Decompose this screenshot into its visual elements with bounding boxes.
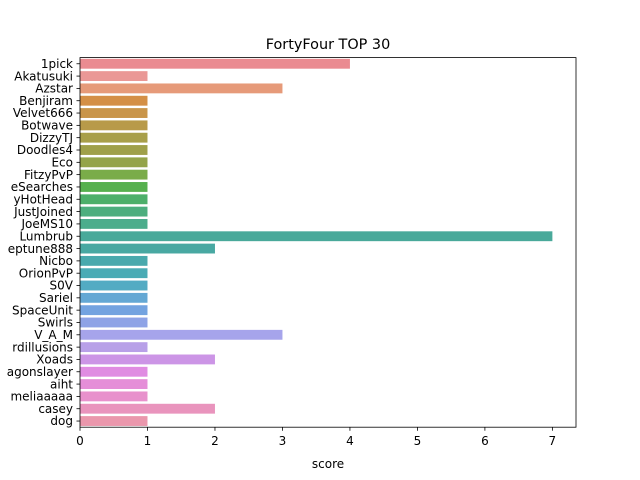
bar	[80, 132, 148, 143]
bar	[80, 218, 148, 229]
x-tick-label: 1	[144, 434, 152, 448]
bar	[80, 379, 148, 390]
x-axis-label: score	[312, 457, 344, 471]
bar	[80, 268, 148, 279]
bar	[80, 366, 148, 377]
y-tick-label: S0V	[50, 279, 74, 293]
y-tick-label: eptune888	[8, 242, 73, 256]
y-tick-label: eSearches	[11, 180, 73, 194]
bar	[80, 243, 215, 254]
y-tick-labels: 1pickAkatusukiAzstarBenjiramVelvet666Bot…	[7, 57, 80, 428]
y-tick-label: Velvet666	[13, 106, 73, 120]
bar	[80, 95, 148, 106]
y-tick-label: rdillusions	[12, 340, 73, 354]
y-tick-label: V_A_M	[34, 328, 73, 342]
x-tick-label: 6	[481, 434, 489, 448]
y-tick-label: Akatusuki	[14, 69, 73, 83]
y-tick-label: OrionPvP	[19, 266, 73, 280]
bar	[80, 157, 148, 168]
bars-group	[80, 58, 553, 426]
bar	[80, 231, 553, 242]
x-tick-label: 7	[549, 434, 557, 448]
y-tick-label: yHotHead	[13, 192, 73, 206]
y-tick-label: Nicbo	[39, 254, 73, 268]
bar	[80, 194, 148, 205]
y-tick-label: SpaceUnit	[12, 303, 73, 317]
y-tick-label: Lumbrub	[19, 229, 73, 243]
y-tick-label: DizzyTJ	[30, 131, 73, 145]
y-tick-label: JoeMS10	[20, 217, 73, 231]
bar	[80, 292, 148, 303]
y-tick-label: dog	[50, 414, 73, 428]
x-tick-label: 3	[279, 434, 287, 448]
x-tick-label: 2	[211, 434, 219, 448]
y-tick-label: JustJoined	[13, 205, 73, 219]
x-tick-label: 0	[76, 434, 84, 448]
bar	[80, 182, 148, 192]
bar	[80, 329, 283, 340]
y-tick-label: 1pick	[41, 57, 73, 71]
bar	[80, 342, 148, 353]
bar	[80, 145, 148, 155]
y-tick-label: Xoads	[36, 353, 73, 367]
bar	[80, 120, 148, 131]
bar	[80, 354, 215, 365]
bar	[80, 317, 148, 328]
y-tick-label: casey	[38, 402, 73, 416]
y-tick-label: Botwave	[21, 119, 73, 133]
y-tick-label: Doodles4	[17, 143, 73, 157]
bar	[80, 206, 148, 217]
y-tick-label: meliaaaaa	[10, 390, 73, 404]
bar	[80, 108, 148, 118]
bar	[80, 169, 148, 180]
y-tick-label: Eco	[51, 156, 73, 170]
bar	[80, 416, 148, 426]
bar	[80, 305, 148, 316]
y-tick-label: Sariel	[39, 291, 73, 305]
x-tick-label: 5	[414, 434, 422, 448]
y-tick-label: agonslayer	[7, 365, 73, 379]
y-tick-label: FitzyPvP	[24, 168, 73, 182]
bar	[80, 83, 283, 94]
x-ticks: 0 1 2 3 4 5 6 7	[76, 427, 556, 448]
axes-frame	[79, 57, 577, 428]
y-tick-label: Azstar	[35, 82, 73, 96]
y-tick-label: Swirls	[38, 316, 73, 330]
bar	[80, 71, 148, 82]
x-tick-label: 4	[346, 434, 354, 448]
bar	[80, 255, 148, 266]
y-tick-label: Benjiram	[19, 94, 73, 108]
bar	[80, 280, 148, 291]
y-tick-label: aiht	[50, 377, 73, 391]
bar	[80, 403, 215, 414]
bar	[80, 58, 350, 69]
bar	[80, 391, 148, 402]
chart-title: FortyFour TOP 30	[266, 37, 391, 53]
